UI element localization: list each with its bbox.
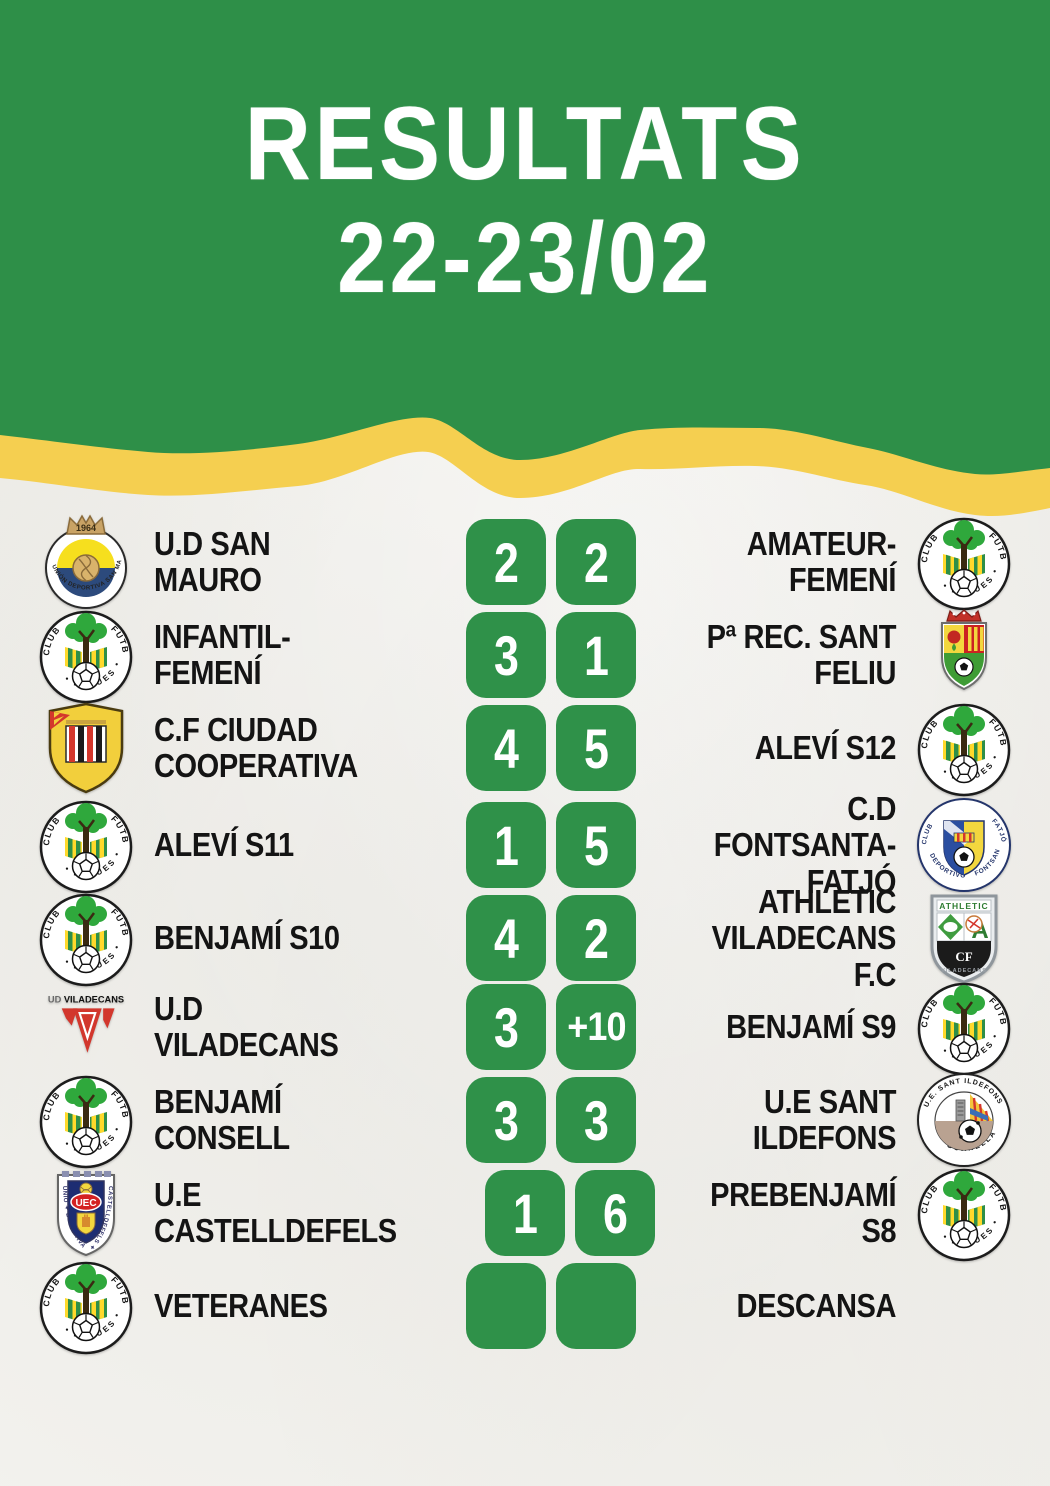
away-crest-icon (914, 977, 1014, 1077)
home-team-name: INFANTIL- FEMENÍ (154, 617, 291, 691)
home-team-name: U.D SAN MAURO (154, 524, 271, 598)
title-line-2: 22-23/02 (337, 202, 713, 315)
home-team-name: U.E CASTELLDEFELS (154, 1175, 397, 1249)
score-pair: 3 1 (455, 612, 647, 698)
score-box: 3 (556, 1077, 636, 1163)
score-pair: 3 +10 (455, 984, 647, 1070)
score-box: 1 (556, 612, 636, 698)
match-row: INFANTIL- FEMENÍ 3 1 Pª REC. SANT FELIU (0, 605, 1050, 698)
score-pair: 1 5 (455, 802, 647, 889)
away-crest-icon (914, 605, 1014, 705)
home-crest-icon (36, 605, 136, 705)
home-crest-icon (36, 888, 136, 988)
away-score-value: 3 (583, 1088, 609, 1152)
score-box: 3 (466, 1077, 546, 1163)
home-score-value: 1 (512, 1181, 538, 1245)
match-row: U.D VILADECANS 3 +10 BENJAMÍ S9 (0, 977, 1050, 1070)
away-score-value: 5 (583, 716, 609, 780)
score-box: 2 (556, 519, 636, 605)
score-pair: 1 6 (474, 1170, 666, 1256)
score-pair (455, 1263, 647, 1349)
away-crest-icon (914, 888, 1014, 988)
match-row: BENJAMÍ S10 4 2 ATHLETIC VILADECANS F.C (0, 883, 1050, 992)
match-row: ALEVÍ S11 1 5 C.D FONTSANTA- FATJÓ (0, 790, 1050, 899)
away-team-name: AMATEUR- FEMENÍ (746, 524, 897, 598)
away-score-value: 1 (583, 623, 609, 687)
score-pair: 4 5 (455, 705, 647, 791)
away-team-name: Pª REC. SANT FELIU (706, 617, 897, 691)
away-score-value: +10 (566, 1004, 626, 1049)
match-row: VETERANES DESCANSA (0, 1256, 1050, 1349)
score-pair: 3 3 (455, 1077, 647, 1163)
score-box: 4 (466, 895, 546, 982)
home-score-value: 4 (493, 906, 519, 970)
score-box: 4 (466, 705, 546, 791)
away-score-value: 6 (602, 1181, 628, 1245)
match-row: U.E CASTELLDEFELS 1 6 PREBENJAMÍ S8 (0, 1163, 1050, 1256)
away-team-name: ALEVÍ S12 (754, 728, 897, 766)
away-team-name: C.D FONTSANTA- FATJÓ (713, 790, 897, 900)
home-crest-icon (36, 1256, 136, 1356)
away-team-name: DESCANSA (736, 1286, 897, 1324)
score-box: 5 (556, 802, 636, 889)
score-box: 2 (556, 895, 636, 982)
score-box: 3 (466, 984, 546, 1070)
away-crest-icon (914, 1163, 1014, 1263)
away-score-value: 5 (583, 813, 609, 877)
away-crest-icon (914, 512, 1014, 612)
home-score-value: 3 (493, 995, 519, 1059)
away-team-name: PREBENJAMÍ S8 (709, 1175, 896, 1249)
home-team-name: U.D VILADECANS (154, 989, 339, 1063)
home-team-name: VETERANES (154, 1286, 328, 1324)
away-crest-icon (914, 795, 1014, 895)
score-box: 3 (466, 612, 546, 698)
home-score-value: 3 (493, 1088, 519, 1152)
home-score-value: 4 (493, 716, 519, 780)
wave-divider-graphic (0, 390, 1050, 517)
away-team-name: BENJAMÍ S9 (726, 1007, 896, 1045)
home-score-value: 3 (493, 623, 519, 687)
home-score-value: 1 (493, 813, 519, 877)
home-team-name: BENJAMÍ S10 (154, 919, 340, 957)
away-crest-icon (914, 1070, 1014, 1170)
home-score-value: 2 (493, 530, 519, 594)
title-line-1: RESULTATS (244, 86, 806, 202)
away-team-name: U.E SANT ILDEFONS (752, 1082, 897, 1156)
home-crest-icon (36, 512, 136, 612)
away-team-name: ATHLETIC VILADECANS F.C (711, 883, 897, 993)
score-pair: 4 2 (455, 895, 647, 982)
page-title: RESULTATS 22-23/02 (0, 86, 1050, 314)
score-box: 1 (466, 802, 546, 889)
home-crest-icon (36, 795, 136, 895)
away-score-value: 2 (583, 906, 609, 970)
score-box: +10 (556, 984, 636, 1070)
home-crest-icon (36, 977, 136, 1077)
home-crest-icon (36, 698, 136, 798)
home-crest-icon (36, 1163, 136, 1263)
header-banner (0, 0, 1050, 391)
score-box: 5 (556, 705, 636, 791)
score-pair: 2 2 (455, 519, 647, 605)
results-list: U.D SAN MAURO 2 2 AMATEUR- FEMENÍ INFANT… (0, 500, 1050, 1349)
home-team-name: C.F CIUDAD COOPERATIVA (154, 710, 358, 784)
away-crest-icon (914, 1256, 1014, 1356)
score-box (556, 1263, 636, 1349)
match-row: U.D SAN MAURO 2 2 AMATEUR- FEMENÍ (0, 512, 1050, 605)
away-score-value: 2 (583, 530, 609, 594)
home-team-name: BENJAMÍ CONSELL (154, 1082, 290, 1156)
away-crest-icon (914, 698, 1014, 798)
home-crest-icon (36, 1070, 136, 1170)
score-box: 2 (466, 519, 546, 605)
match-row: C.F CIUDAD COOPERATIVA 4 5 ALEVÍ S12 (0, 698, 1050, 791)
score-box: 1 (484, 1170, 565, 1256)
score-box: 6 (574, 1170, 655, 1256)
home-team-name: ALEVÍ S11 (154, 826, 294, 864)
match-row: BENJAMÍ CONSELL 3 3 U.E SANT ILDEFONS (0, 1070, 1050, 1163)
score-box (466, 1263, 546, 1349)
